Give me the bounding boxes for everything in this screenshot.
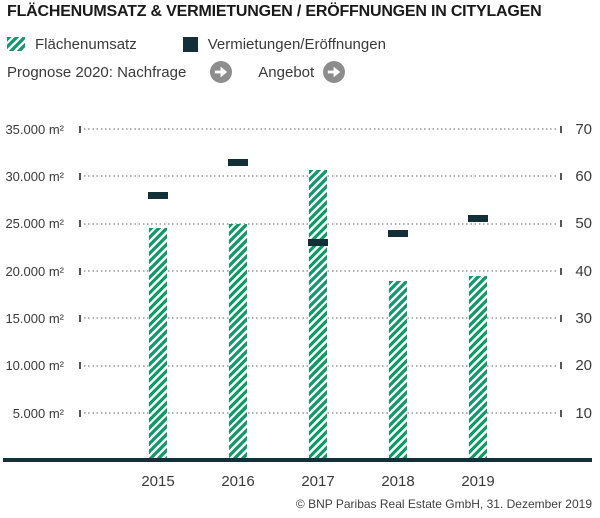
left-axis-tick [79, 172, 81, 180]
x-axis-label-2018: 2018 [381, 473, 415, 490]
left-axis-tick-label: 35.000 m² [5, 121, 64, 137]
gridline [84, 128, 557, 130]
left-axis-tick [79, 267, 81, 275]
chart-title: FLÄCHENUMSATZ & VERMIETUNGEN / ERÖFFNUNG… [7, 3, 542, 20]
bar-flaechenumsatz-2016 [229, 223, 247, 458]
vermietungen-solid-swatch-icon [182, 36, 198, 52]
gridline-row: 30.000 m² 60 [0, 167, 600, 185]
right-axis-tick-label: 50 [575, 215, 592, 233]
marker-vermietungen-2017 [308, 239, 328, 247]
gridline-row: 5.000 m² 10 [0, 404, 600, 422]
right-axis-tick [560, 267, 562, 275]
gridline-row: 10.000 m² 20 [0, 357, 600, 375]
right-axis-tick-label: 30 [575, 309, 592, 327]
right-axis-tick-label: 40 [575, 262, 592, 280]
x-axis-baseline [3, 458, 592, 462]
bar-flaechenumsatz-2017 [309, 169, 327, 458]
right-axis-tick-label: 10 [575, 404, 592, 422]
right-axis-tick [560, 409, 562, 417]
x-axis-label-2019: 2019 [461, 473, 495, 490]
marker-vermietungen-2015 [148, 191, 168, 199]
left-axis-tick-label: 25.000 m² [5, 216, 64, 232]
arrow-right-icon [210, 61, 233, 83]
left-axis-tick [79, 409, 81, 417]
bar-flaechenumsatz-2018 [389, 281, 407, 458]
gridline-row: 25.000 m² 50 [0, 215, 600, 233]
left-axis-tick-label: 5.000 m² [12, 405, 64, 421]
legend-label-flaechenumsatz: Flächenumsatz [35, 35, 137, 53]
gridline-row: 20.000 m² 40 [0, 262, 600, 280]
legend: Flächenumsatz Vermietungen/Eröffnungen [7, 35, 386, 53]
copyright-note: © BNP Paribas Real Estate GmbH, 31. Deze… [295, 497, 592, 511]
right-axis-tick-label: 70 [575, 120, 592, 138]
x-axis-label-2016: 2016 [221, 473, 255, 490]
left-axis-tick-label: 30.000 m² [5, 168, 64, 184]
left-axis-tick-label: 20.000 m² [5, 263, 64, 279]
prognose-row: Prognose 2020: Nachfrage Angebot [7, 60, 346, 84]
left-axis-tick [79, 362, 81, 370]
right-axis-tick-label: 20 [575, 357, 592, 375]
bar-flaechenumsatz-2015 [149, 228, 167, 458]
right-axis-tick [560, 314, 562, 322]
prognose-demand-label: Prognose 2020: Nachfrage [7, 63, 187, 81]
gridline-row: 15.000 m² 30 [0, 309, 600, 327]
left-axis-tick [79, 220, 81, 228]
right-axis-tick [560, 362, 562, 370]
marker-vermietungen-2018 [388, 229, 408, 237]
x-axis-label-2017: 2017 [301, 473, 335, 490]
gridline-row: 35.000 m² 70 [0, 120, 600, 138]
x-axis-label-2015: 2015 [141, 473, 175, 490]
legend-label-vermietungen: Vermietungen/Eröffnungen [207, 35, 386, 53]
prognose-supply-label: Angebot [258, 63, 315, 81]
right-axis-tick [560, 220, 562, 228]
right-axis-tick [560, 172, 562, 180]
marker-vermietungen-2019 [468, 215, 488, 223]
flaechenumsatz-hatch-swatch-icon [7, 37, 25, 51]
right-axis-tick-label: 60 [575, 167, 592, 185]
marker-vermietungen-2016 [228, 158, 248, 166]
left-axis-tick [79, 125, 81, 133]
left-axis-tick-label: 15.000 m² [5, 310, 64, 326]
bar-flaechenumsatz-2019 [469, 275, 487, 458]
arrow-right-icon [323, 61, 346, 83]
right-axis-tick [560, 125, 562, 133]
left-axis-tick [79, 314, 81, 322]
left-axis-tick-label: 10.000 m² [5, 358, 64, 374]
